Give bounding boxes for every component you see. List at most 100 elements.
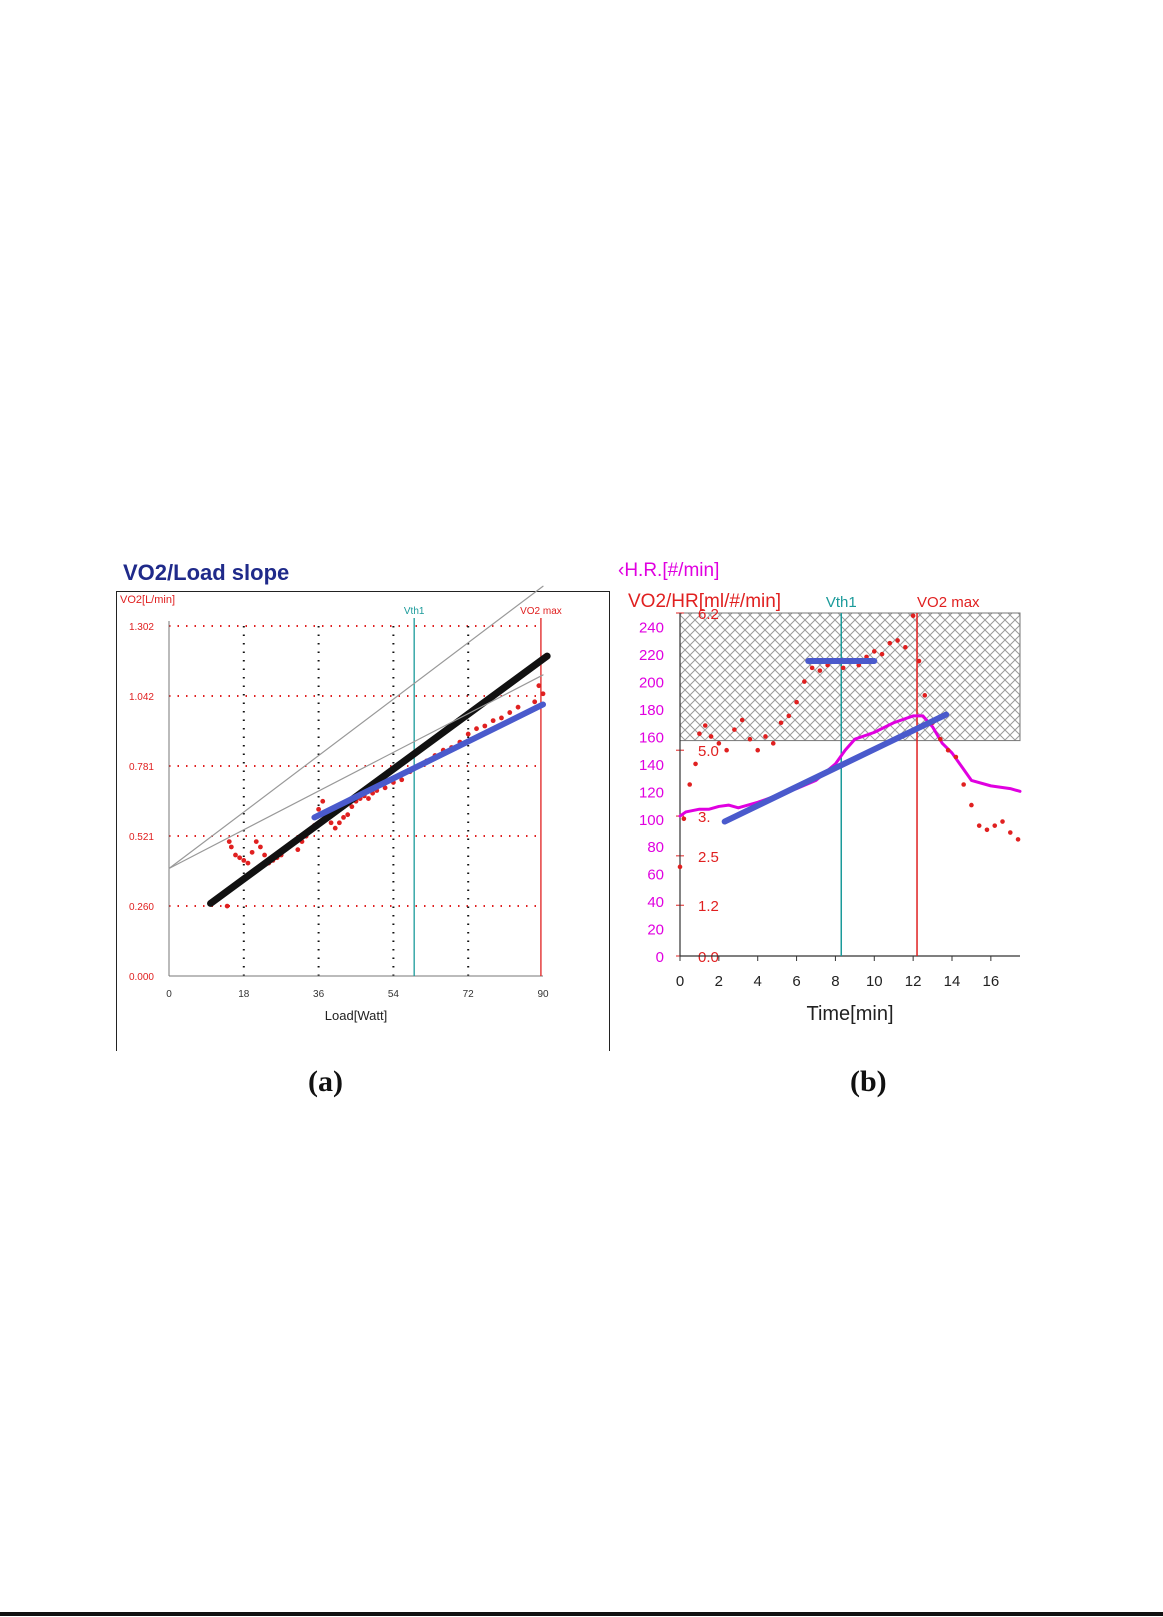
chart-a-y-tick-label: 0.781 [129,762,154,773]
chart-b-data-point [887,640,893,646]
chart-b-data-point [763,734,768,739]
chart-b-hr-tick-label: 140 [639,757,664,774]
chart-b-series-line [721,711,950,825]
chart-a-data-point [332,825,338,831]
chart-a-data-point [233,852,238,858]
chart-b-hr-tick-label: 0 [656,949,664,966]
chart-a-y-tick-label: 1.042 [129,692,154,703]
chart-b-data-point [693,761,698,767]
chart-b-x-tick-label: 6 [792,973,800,990]
chart-b-data-point [903,645,908,650]
chart-b-hr-tick-label: 240 [639,620,664,637]
chart-b-data-point [922,693,928,698]
chart-b-shaded-region [679,612,1021,742]
chart-b-data-point [916,658,922,664]
chart-a-data-point [328,820,334,826]
chart-b-vo2hr-tick-label: 6.2 [698,606,719,623]
chart-b-hr-tick-label: 180 [639,702,664,719]
chart-b-data-point [969,802,974,808]
chart-b-x-axis-label: Time[min] [806,1003,893,1025]
chart-b-hr-tick-label: 40 [647,894,664,911]
chart-b-marker-label: Vth1 [826,594,857,611]
chart-b-hr-tick-label: 120 [639,784,664,801]
chart-b-data-point [992,823,998,828]
chart-b-data-point [770,741,776,746]
chart-a-data-point [382,785,388,791]
chart-a-data-point [507,710,513,715]
chart-b-data-point [953,754,959,760]
chart-b-x-tick-label: 2 [715,973,723,990]
chart-b-data-point [1000,819,1005,824]
chart-a-data-point [536,683,542,689]
chart-a-data-point [399,777,405,783]
chart-b-data-point [778,720,784,726]
chart-a-marker-label: VO2 max [520,606,562,617]
chart-a-data-point [349,804,355,810]
chart-b-data-point [786,713,792,719]
chart-a-data-point [482,723,488,729]
chart-b-data-point [871,649,877,654]
chart-b-hr-axis-label: ‹H.R.[#/min] [618,560,720,581]
chart-b-series-line [678,714,1022,818]
chart-b-hr-tick-label: 160 [639,729,664,746]
chart-b-hr-tick-label: 60 [647,867,664,884]
chart-a-data-point [228,844,234,850]
chart-a-data-point [241,858,247,863]
chart-a-data-point [295,847,301,853]
chart-a-series-line [311,701,546,821]
chart-b-marker-label: VO2 max [917,594,980,611]
chart-a-x-axis-label: Load[Watt] [325,1008,387,1023]
chart-b-data-point [976,823,982,828]
chart-a-series-line [168,674,544,870]
chart-b-data-point [809,665,815,671]
chart-b-vo2hr-tick-label: 3. [698,809,711,826]
chart-b-vo2hr-tick-label: 0.0 [698,949,719,966]
chart-a-data-point [490,718,496,724]
chart-b-vo2hr-tick-label: 5.0 [698,743,719,760]
chart-a-x-tick-label: 90 [537,989,549,1000]
chart-a-data-point [320,798,326,804]
chart-a-data-point [366,796,371,801]
chart-a-data-point [249,849,255,855]
chart-b-vo2hr-axis-label: VO2/HR[ml/#/min] [628,591,782,612]
chart-b-x-tick-label: 4 [754,973,762,990]
chart-a-y-tick-label: 0.260 [129,902,154,913]
chart-a-x-tick-label: 36 [313,989,325,1000]
chart-b-data-point [708,734,714,739]
chart-b-data-point [681,816,687,822]
chart-b-x-tick-label: 16 [983,973,1000,990]
chart-b-data-point [840,665,846,671]
chart-a-data-point [253,839,259,844]
chart-b-data-point [702,723,708,728]
chart-b-data-point [755,747,761,753]
chart-a-y-tick-label: 0.521 [129,832,154,843]
chart-b-x-tick-label: 0 [676,973,684,990]
chart-b-hr-tick-label: 100 [639,812,664,829]
chart-b-data-point [910,613,916,619]
page-bottom-rule [0,1612,1163,1616]
chart-a-x-tick-label: 54 [388,989,400,1000]
chart-b-data-point [984,827,990,833]
chart-b-data-point [961,782,966,787]
chart-b-data-point [794,699,799,705]
chart-b-data-point [879,651,885,657]
chart-b-data-point [938,736,943,742]
chart-b-data-point [817,668,823,673]
chart-b-data-point [724,747,729,753]
chart-a-data-point [224,903,230,909]
chart-b-data-point [739,717,745,723]
chart-a-data-point [515,704,521,710]
chart-b-data-point [697,731,702,737]
caption-a: (a) [308,1065,343,1098]
chart-b-data-point [945,747,951,753]
chart-a-data-point [258,844,263,850]
chart-a-x-tick-label: 18 [238,989,250,1000]
chart-b-x-tick-label: 8 [831,973,839,990]
chart-b-data-point [747,736,753,742]
chart-b-data-point [1007,830,1013,835]
chart-b-data-point [802,679,807,684]
chart-a-title: VO2/Load slope [123,560,290,585]
chart-b-hr-tick-label: 20 [647,922,664,939]
chart-a-series-line [207,652,551,907]
chart-b-data-point [716,741,722,746]
